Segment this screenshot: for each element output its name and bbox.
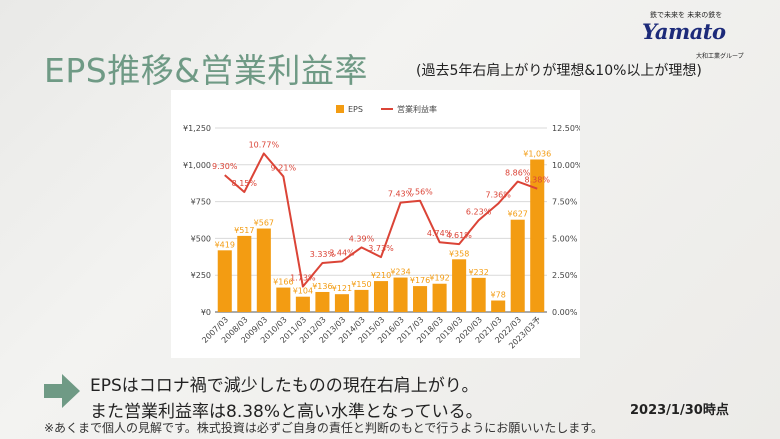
y-left-tick-label: ¥0 [201, 308, 211, 317]
y-left-tick-label: ¥500 [191, 234, 211, 243]
bar-eps [217, 250, 232, 312]
y-right-tick-label: 5.00% [552, 234, 578, 243]
note-line-1: EPSはコロナ禍で減少したものの現在右肩上がり。 [90, 376, 479, 396]
y-right-tick-label: 7.50% [552, 198, 578, 207]
bar-eps [256, 228, 271, 312]
line-data-label: 9.30% [212, 162, 238, 171]
y-left-tick-label: ¥250 [191, 271, 211, 280]
bar-data-label: ¥166 [273, 278, 293, 287]
bar-eps [471, 277, 486, 312]
bar-eps [510, 219, 525, 312]
bar-data-label: ¥358 [449, 249, 469, 258]
line-operating-margin [224, 152, 538, 288]
y-left-tick-label: ¥1,250 [183, 124, 211, 133]
bar-eps [491, 300, 506, 312]
line-data-label: 7.43% [388, 190, 414, 199]
legend-swatch-eps [336, 105, 344, 113]
bar-data-label: ¥627 [508, 210, 528, 219]
bar-eps [432, 283, 447, 312]
bar-data-label: ¥210 [371, 271, 391, 280]
timestamp: 2023/1/30時点 [630, 403, 729, 418]
bar-data-label: ¥176 [410, 276, 430, 285]
bar-data-label: ¥150 [351, 280, 371, 289]
bar-data-label: ¥234 [390, 268, 410, 277]
line-data-label: 6.23% [466, 207, 492, 216]
line-data-label: 7.56% [407, 188, 433, 197]
arrow-right-icon [44, 374, 80, 408]
eps-margin-chart: ¥0 ¥250 ¥500 ¥750 ¥1,000 ¥1,250 0.00% 2.50% 5.00… [183, 104, 580, 351]
bar-eps [393, 277, 408, 312]
line-data-label: 4.39% [349, 234, 375, 243]
bar-eps [295, 296, 310, 312]
line-data-label: 3.44% [329, 248, 355, 257]
line-data-label: 10.77% [249, 140, 280, 149]
bar-data-label: ¥232 [468, 268, 488, 277]
bar-eps [413, 286, 428, 312]
line-data-label: 4.61% [446, 231, 472, 240]
y-right-tick-label: 2.50% [552, 271, 578, 280]
bar-eps [334, 294, 349, 312]
page-title: EPS推移&営業利益率 [44, 51, 368, 90]
bar-data-label: ¥121 [332, 284, 352, 293]
line-data-label: 3.33% [310, 250, 336, 259]
line-data-label: 7.36% [485, 191, 511, 200]
bar-data-label: ¥419 [215, 240, 235, 249]
legend-label-margin: 営業利益率 [397, 104, 437, 114]
bar-eps [373, 281, 389, 312]
note-line-2: また営業利益率は8.38%と高い水準となっている。 [90, 402, 483, 422]
bar-eps [530, 159, 545, 312]
bar-data-label: ¥1,036 [523, 150, 551, 159]
company-logo: 鉄で未来を 未来の鉄を Yamato 大和工業グループ [642, 10, 748, 60]
disclaimer: ※あくまで個人の見解です。株式投資は必ずご自身の責任と判断のもとで行うようにお願… [44, 421, 604, 435]
y-left-tick-label: ¥750 [191, 198, 211, 207]
bar-eps [315, 291, 330, 312]
y-left-tick-label: ¥1,000 [183, 161, 211, 170]
y-right-tick-label: 0.00% [552, 308, 578, 317]
bar-data-label: ¥136 [312, 282, 332, 291]
bar-eps [354, 289, 369, 312]
bar-data-label: ¥104 [293, 287, 313, 296]
line-data-label: 4.74% [427, 229, 453, 238]
bar-eps [452, 259, 467, 312]
bar-eps [276, 287, 291, 312]
line-data-label: 8.86% [505, 169, 531, 178]
logo-name: Yamato [642, 19, 726, 44]
y-right-tick-label: 10.00% [552, 161, 580, 170]
line-data-label: 1.73% [290, 274, 316, 283]
bar-data-label: ¥567 [254, 219, 274, 228]
logo-group: 大和工業グループ [696, 53, 744, 60]
bar-data-label: ¥517 [234, 226, 254, 235]
chart-card: ¥0 ¥250 ¥500 ¥750 ¥1,000 ¥1,250 0.00% 2.50% 5.00… [171, 90, 580, 358]
legend-label-eps: EPS [348, 105, 363, 114]
line-data-label: 3.73% [368, 244, 394, 253]
bar-data-label: ¥192 [429, 274, 449, 283]
page-subtitle: (過去5年右肩上がりが理想&10%以上が理想) [416, 63, 702, 79]
line-data-label: 8.38% [525, 176, 551, 185]
logo-tagline: 鉄で未来を 未来の鉄を [650, 11, 723, 19]
y-right-tick-label: 12.50% [552, 124, 580, 133]
line-data-label: 9.21% [271, 163, 297, 172]
bar-eps [237, 235, 252, 312]
bar-data-label: ¥78 [491, 291, 506, 300]
line-data-label: 8.15% [232, 179, 258, 188]
